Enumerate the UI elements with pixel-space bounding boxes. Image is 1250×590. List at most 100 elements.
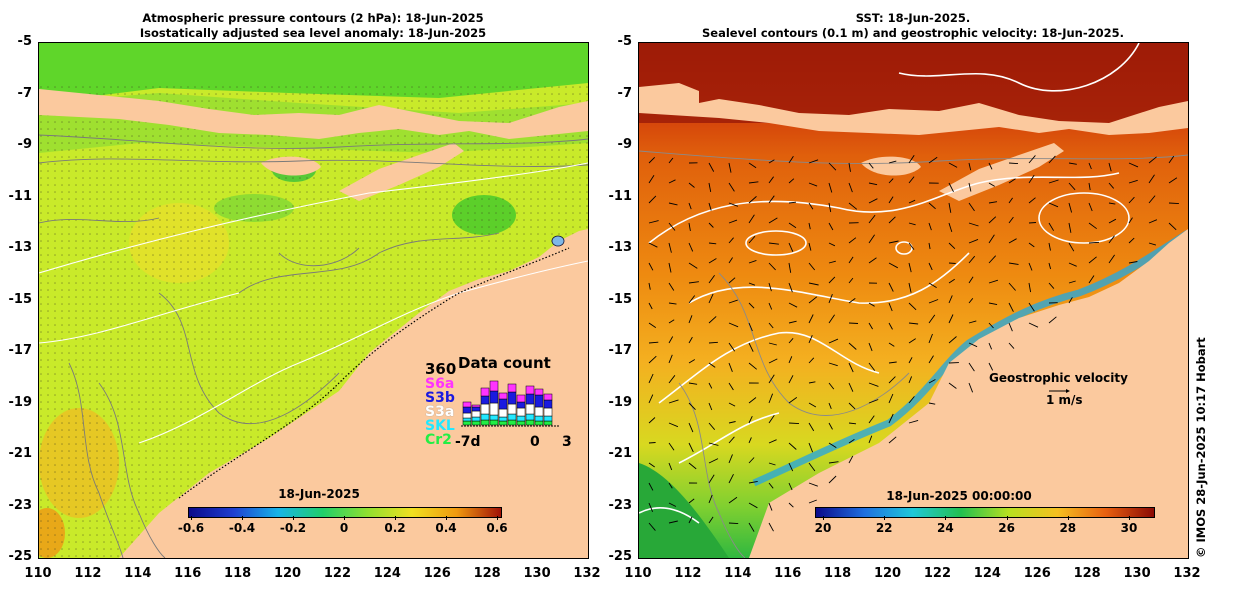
velocity-arrow	[768, 302, 773, 310]
velocity-arrow	[1068, 182, 1076, 191]
velocity-arrow	[1068, 202, 1073, 213]
velocity-arrow	[688, 222, 691, 231]
velocity-arrow	[748, 181, 759, 184]
velocity-arrow	[888, 240, 899, 244]
velocity-arrow	[948, 295, 953, 304]
velocity-arrow	[848, 439, 855, 444]
velocity-arrow	[1028, 302, 1035, 312]
velocity-arrow	[708, 274, 715, 284]
velocity-arrow	[808, 262, 816, 271]
right-colorbar-tick-label: 28	[1059, 521, 1077, 535]
right-colorbar-tick-mark	[1006, 516, 1008, 520]
velocity-arrow	[968, 238, 979, 244]
data-count-axis-start: -7d	[455, 434, 481, 450]
velocity-arrow	[788, 201, 797, 204]
velocity-arrow	[1008, 322, 1013, 332]
velocity-arrow	[848, 362, 854, 373]
data-count-mission-skl: SKL	[425, 418, 455, 434]
velocity-arrow	[1128, 217, 1133, 224]
data-count-bar-segment	[534, 420, 544, 426]
data-count-bar-segment	[462, 401, 472, 408]
velocity-arrow	[1008, 197, 1013, 204]
velocity-arrow	[668, 375, 676, 384]
velocity-arrow	[808, 381, 816, 384]
data-count-bar-segment	[543, 415, 553, 422]
velocity-arrow	[1168, 155, 1175, 164]
right-colorbar	[815, 507, 1155, 518]
velocity-arrow	[648, 394, 654, 404]
data-count-axis-end: 3	[562, 434, 572, 450]
velocity-arrow	[688, 498, 695, 504]
sst-cool-sw	[639, 463, 729, 558]
velocity-arrow	[1048, 202, 1059, 208]
left-title-line2: Isostatically adjusted sea level anomaly…	[139, 26, 487, 40]
velocity-arrow	[828, 362, 838, 367]
data-count-bar-segment	[525, 413, 535, 421]
velocity-arrow	[728, 322, 739, 328]
left-title: Atmospheric pressure contours (2 hPa): 1…	[38, 11, 588, 41]
velocity-arrow	[768, 414, 775, 424]
right-title-line2: Sealevel contours (0.1 m) and geostrophi…	[702, 26, 1124, 40]
data-count-bar-segment	[507, 403, 517, 415]
velocity-arrow	[868, 302, 875, 307]
velocity-arrow	[988, 342, 993, 350]
velocity-arrow	[948, 202, 952, 213]
right-lon-label: 120	[873, 566, 902, 581]
velocity-arrow	[708, 258, 717, 264]
left-lon-label: 120	[273, 566, 302, 581]
velocity-arrow	[708, 341, 718, 344]
velocity-arrow	[708, 516, 714, 524]
velocity-arrow	[1108, 254, 1115, 264]
velocity-arrow	[688, 422, 694, 433]
right-title: SST: 18-Jun-2025. Sealevel contours (0.1…	[638, 11, 1188, 41]
left-colorbar-tick-mark	[293, 516, 294, 520]
velocity-arrow	[748, 235, 756, 244]
left-lat-label: -9	[17, 137, 32, 152]
velocity-arrow	[788, 156, 794, 164]
data-count-bar-segment	[525, 403, 535, 415]
data-count-bar-segment	[534, 406, 544, 417]
velocity-arrow	[688, 262, 698, 269]
velocity-arrow	[668, 202, 678, 206]
velocity-arrow	[748, 522, 755, 532]
velocity-arrow	[708, 162, 715, 172]
velocity-arrow	[728, 421, 736, 424]
land-indonesia-r	[639, 83, 1188, 135]
velocity-arrow	[788, 462, 794, 472]
velocity-arrow	[948, 278, 955, 284]
data-count-inset: Data count 360 S6a S3b S3a SKL Cr2 -7d 0 3	[423, 354, 583, 455]
left-lon-label: 118	[224, 566, 252, 581]
velocity-arrow	[1068, 262, 1077, 267]
velocity-arrow	[988, 234, 995, 244]
sla-white-contours	[39, 162, 588, 444]
velocity-arrow	[928, 355, 934, 364]
velocity-arrow	[868, 214, 876, 224]
velocity-arrow	[908, 154, 915, 164]
velocity-arrow	[1108, 235, 1115, 244]
velocity-arrow	[908, 376, 913, 384]
velocity-arrow	[748, 457, 755, 464]
velocity-arrow	[1028, 222, 1037, 224]
data-count-bar-segment	[498, 392, 508, 400]
left-colorbar-tick-mark	[242, 516, 243, 520]
velocity-arrow	[768, 482, 774, 489]
velocity-arrow	[1048, 262, 1052, 270]
left-colorbar-tick-mark	[344, 516, 345, 520]
right-colorbar-tick-mark	[1129, 516, 1130, 520]
velocity-arrow	[908, 419, 919, 424]
right-lon-label: 114	[724, 566, 752, 581]
velocity-arrow	[788, 502, 794, 508]
velocity-arrow	[968, 362, 975, 372]
left-lon-label: 128	[473, 566, 501, 581]
data-count-bar-segment	[543, 420, 553, 426]
velocity-arrow	[688, 442, 694, 453]
velocity-arrow	[728, 277, 736, 284]
velocity-arrow	[828, 202, 832, 213]
data-count-bar-segment	[507, 383, 517, 393]
velocity-arrow	[648, 282, 651, 290]
velocity-arrow	[968, 298, 974, 304]
velocity-arrow	[748, 322, 753, 332]
velocity-arrow	[788, 442, 797, 450]
velocity-arrow	[828, 461, 839, 464]
velocity-arrow	[1148, 242, 1157, 246]
